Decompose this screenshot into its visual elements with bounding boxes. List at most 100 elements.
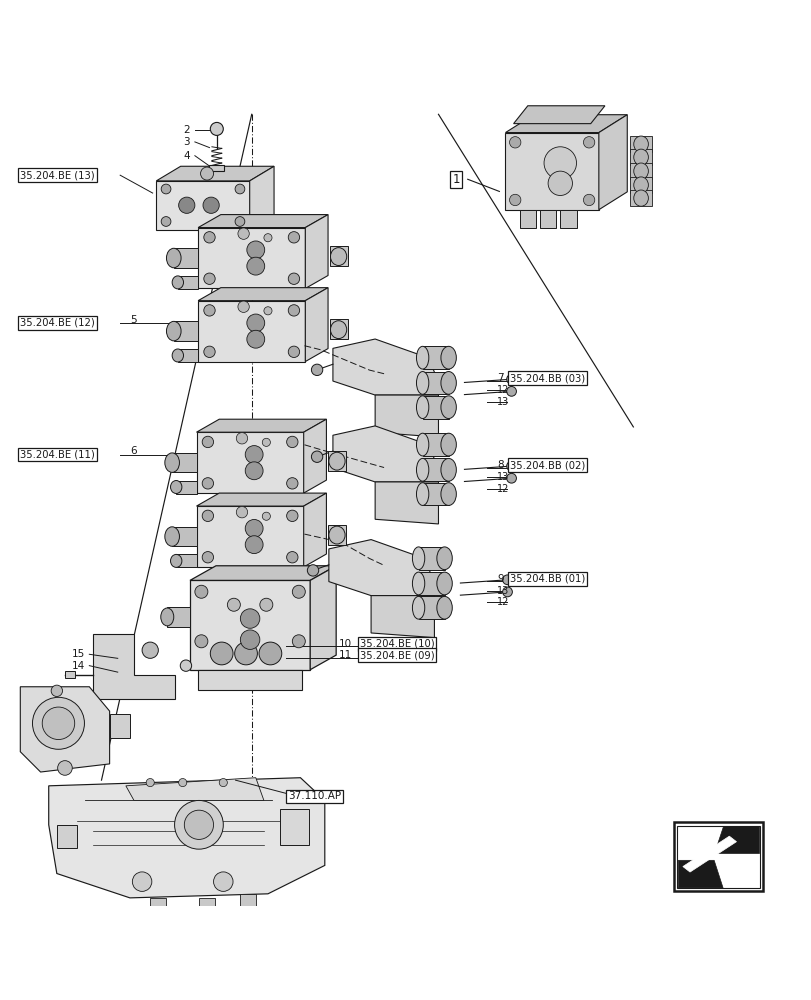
Polygon shape [190,566,336,580]
Bar [178,349,198,362]
Polygon shape [504,133,599,210]
Bar [178,276,198,289]
Circle shape [202,478,213,489]
Bar [676,826,759,888]
Ellipse shape [633,136,647,152]
Text: 35.204.BE (09): 35.204.BE (09) [359,650,434,660]
Ellipse shape [440,396,456,419]
Bar [539,210,556,228]
Circle shape [264,307,272,315]
Bar [109,714,130,738]
Ellipse shape [633,163,647,179]
Text: 13: 13 [496,397,508,407]
Bar [57,825,77,848]
Text: 37.110.AP: 37.110.AP [288,791,341,801]
Bar [560,210,576,228]
Bar [199,898,215,912]
Polygon shape [156,181,249,230]
Text: 35.204.BE (12): 35.204.BE (12) [20,318,95,328]
Bar [328,451,345,471]
Polygon shape [333,339,438,395]
Polygon shape [504,115,626,133]
Polygon shape [513,106,604,124]
Ellipse shape [412,572,424,595]
Polygon shape [196,432,303,493]
Bar [629,136,652,152]
Polygon shape [126,778,264,800]
Ellipse shape [416,372,428,394]
Bar [422,483,448,505]
Circle shape [219,779,227,787]
Text: 7: 7 [496,373,503,383]
Circle shape [238,228,249,239]
Circle shape [547,171,572,196]
Ellipse shape [412,596,424,619]
Ellipse shape [328,452,345,470]
Text: 35.204.BB (01): 35.204.BB (01) [509,574,585,584]
Circle shape [58,761,72,775]
Circle shape [180,660,191,671]
Polygon shape [713,826,757,853]
Ellipse shape [330,321,346,339]
Polygon shape [682,836,736,872]
Ellipse shape [416,346,428,369]
Text: 12: 12 [496,385,508,395]
Bar [174,321,198,341]
Text: 35.204.BE (13): 35.204.BE (13) [20,170,95,180]
Circle shape [204,346,215,357]
Circle shape [236,506,247,518]
Ellipse shape [416,483,428,505]
Ellipse shape [440,346,456,369]
Polygon shape [305,215,328,288]
Text: 9: 9 [496,574,503,584]
Circle shape [247,257,264,275]
Ellipse shape [166,248,181,268]
Ellipse shape [161,608,174,626]
Text: 6: 6 [130,446,136,456]
Text: 10: 10 [338,639,351,649]
Bar [329,246,347,266]
Polygon shape [305,288,328,362]
Bar [422,433,448,456]
Bar [172,527,196,546]
Bar [418,572,444,595]
Circle shape [245,462,263,480]
Circle shape [195,585,208,598]
Polygon shape [196,506,303,567]
Bar [422,372,448,394]
Polygon shape [375,395,438,437]
Circle shape [236,433,247,444]
Circle shape [51,685,62,697]
Circle shape [247,314,264,332]
Polygon shape [198,670,302,690]
Circle shape [582,137,594,148]
Circle shape [245,446,263,463]
Circle shape [178,197,195,213]
Ellipse shape [440,458,456,481]
Circle shape [161,217,170,226]
Ellipse shape [172,349,183,362]
Ellipse shape [172,276,183,289]
Circle shape [286,436,298,448]
Polygon shape [328,540,434,596]
Bar [673,822,762,891]
Polygon shape [375,482,438,524]
Circle shape [311,364,322,376]
Circle shape [506,473,516,483]
Bar [172,453,196,472]
Ellipse shape [166,321,181,341]
Polygon shape [249,166,274,230]
Circle shape [307,565,318,576]
Bar [209,165,224,171]
Circle shape [259,642,281,665]
Ellipse shape [412,547,424,570]
Text: 11: 11 [338,650,351,660]
Bar [629,177,652,193]
Text: 1: 1 [452,173,459,186]
Polygon shape [198,228,305,288]
Circle shape [178,779,187,787]
Bar [328,525,345,545]
Ellipse shape [440,483,456,505]
Polygon shape [156,166,274,181]
Polygon shape [303,419,326,493]
